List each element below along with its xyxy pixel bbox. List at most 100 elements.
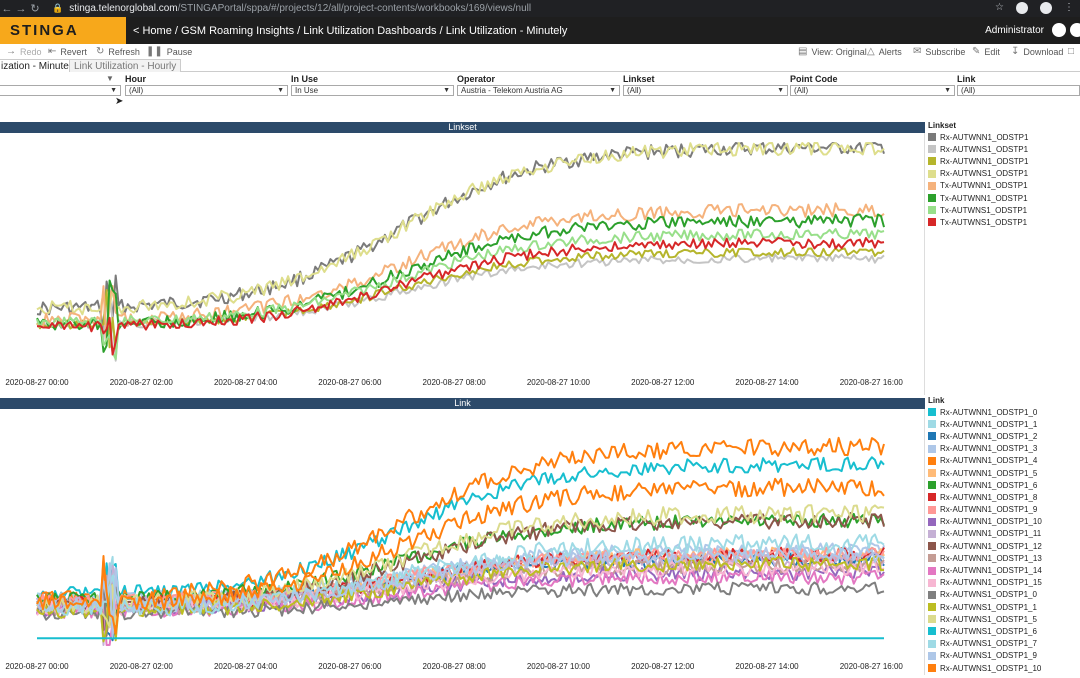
reload-icon[interactable]: ↻ xyxy=(30,3,40,15)
legend-item[interactable]: Rx-AUTWNN1_ODSTP1_3 xyxy=(928,443,1042,455)
series-line[interactable] xyxy=(36,546,885,638)
legend-item[interactable]: Rx-AUTWNN1_ODSTP1 xyxy=(928,131,1028,143)
refresh-button[interactable]: ↻ Refresh xyxy=(96,46,140,57)
mail-icon[interactable] xyxy=(1052,23,1066,37)
filter-select-0[interactable]: ▼ xyxy=(0,85,121,96)
browser-address-bar: ← → ↻ 🔒 stinga.telenorglobal.com/STINGAP… xyxy=(0,0,1080,17)
series-line[interactable] xyxy=(36,253,885,362)
x-tick-label: 2020-08-27 04:00 xyxy=(214,378,278,387)
filter-funnel-icon[interactable]: ▼ xyxy=(106,74,114,83)
legend-item[interactable]: Rx-AUTWNN1_ODSTP1_14 xyxy=(928,564,1042,576)
legend-item[interactable]: Rx-AUTWNS1_ODSTP1_6 xyxy=(928,625,1042,637)
pause-button[interactable]: ❚❚ Pause xyxy=(146,46,192,57)
legend-swatch xyxy=(928,517,936,526)
series-line[interactable] xyxy=(36,142,885,330)
series-line[interactable] xyxy=(36,142,885,337)
legend-label: Rx-AUTWNN1_ODSTP1_10 xyxy=(940,517,1042,527)
legend-item[interactable]: Rx-AUTWNN1_ODSTP1_4 xyxy=(928,455,1042,467)
legend-label: Rx-AUTWNN1_ODSTP1_12 xyxy=(940,541,1042,551)
menu-icon[interactable]: ⋮ xyxy=(1064,2,1074,13)
filter-value-in-use: In Use xyxy=(295,86,319,95)
legend-item[interactable]: Rx-AUTWNN1_ODSTP1_5 xyxy=(928,467,1042,479)
download-label: Download xyxy=(1023,46,1064,57)
legend-swatch xyxy=(928,432,936,441)
link-chart[interactable]: 2020-08-27 00:00 2020-08-27 02:00 2020-08-… xyxy=(0,409,925,675)
stinga-logo[interactable]: STINGA xyxy=(0,17,126,44)
edit-label: Edit xyxy=(984,46,1000,57)
legend-item[interactable]: Rx-AUTWNN1_ODSTP1_1 xyxy=(928,418,1042,430)
legend-item[interactable]: Rx-AUTWNS1_ODSTP1 xyxy=(928,168,1028,180)
legend-item[interactable]: Tx-AUTWNN1_ODSTP1 xyxy=(928,180,1028,192)
filter-select-in-use[interactable]: In Use ▼ xyxy=(291,85,454,96)
revert-button[interactable]: ⇤ Revert xyxy=(48,46,87,57)
pencil-icon: ✎ xyxy=(972,46,981,57)
legend-item[interactable]: Rx-AUTWNN1_ODSTP1_9 xyxy=(928,504,1042,516)
star-icon[interactable]: ☆ xyxy=(995,2,1004,13)
refresh-icon: ↻ xyxy=(96,46,105,57)
linkset-legend[interactable]: Linkset Rx-AUTWNN1_ODSTP1 Rx-AUTWNS1_ODST… xyxy=(928,121,1028,229)
tab-link-utilization-hourly[interactable]: Link Utilization - Hourly xyxy=(69,59,182,72)
link-legend[interactable]: Link Rx-AUTWNN1_ODSTP1_0 Rx-AUTWNN1_ODSTP… xyxy=(928,396,1042,674)
series-line[interactable] xyxy=(37,237,885,356)
legend-item[interactable]: Rx-AUTWNS1_ODSTP1_5 xyxy=(928,613,1042,625)
url-bar[interactable]: stinga.telenorglobal.com/STINGAPortal/sp… xyxy=(69,3,532,14)
legend-item[interactable]: Rx-AUTWNS1_ODSTP1_7 xyxy=(928,638,1042,650)
legend-swatch xyxy=(928,469,936,478)
filter-select-linkset[interactable]: (All) ▼ xyxy=(623,85,788,96)
series-line[interactable] xyxy=(36,228,885,361)
legend-item[interactable]: Rx-AUTWNS1_ODSTP1 xyxy=(928,143,1028,155)
legend-swatch xyxy=(928,566,936,575)
bell-icon: △ xyxy=(867,46,875,57)
user-avatar-icon[interactable] xyxy=(1070,23,1080,37)
legend-item[interactable]: Rx-AUTWNN1_ODSTP1 xyxy=(928,155,1028,167)
linkset-chart[interactable]: 2020-08-27 00:00 2020-08-27 02:00 2020-08-… xyxy=(0,133,925,395)
forward-icon[interactable]: → xyxy=(15,2,27,15)
x-tick-label: 2020-08-27 14:00 xyxy=(735,378,799,387)
legend-item[interactable]: Rx-AUTWNS1_ODSTP1_0 xyxy=(928,589,1042,601)
legend-item[interactable]: Rx-AUTWNN1_ODSTP1_12 xyxy=(928,540,1042,552)
legend-item[interactable]: Rx-AUTWNN1_ODSTP1_11 xyxy=(928,528,1042,540)
extension-icon[interactable] xyxy=(1016,2,1028,14)
download-button[interactable]: ↧ Download xyxy=(1011,46,1063,57)
legend-item[interactable]: Tx-AUTWNS1_ODSTP1 xyxy=(928,204,1028,216)
legend-label: Tx-AUTWNS1_ODSTP1 xyxy=(940,205,1028,215)
legend-item[interactable]: Rx-AUTWNN1_ODSTP1_2 xyxy=(928,430,1042,442)
chevron-down-icon: ▼ xyxy=(443,87,450,94)
user-name[interactable]: Administrator xyxy=(985,25,1044,36)
legend-item[interactable]: Rx-AUTWNN1_ODSTP1_13 xyxy=(928,552,1042,564)
breadcrumb[interactable]: < Home / GSM Roaming Insights / Link Uti… xyxy=(133,25,568,37)
subscribe-button[interactable]: ✉ Subscribe xyxy=(913,46,965,57)
alerts-button[interactable]: △ Alerts xyxy=(867,46,902,57)
series-line[interactable] xyxy=(36,247,885,350)
download-icon: ↧ xyxy=(1011,46,1020,57)
profile-avatar-icon[interactable] xyxy=(1040,2,1052,14)
fullscreen-button[interactable]: □ xyxy=(1068,46,1074,57)
legend-item[interactable]: Tx-AUTWNN1_ODSTP1 xyxy=(928,192,1028,204)
series-line[interactable] xyxy=(36,581,885,637)
legend-item[interactable]: Rx-AUTWNS1_ODSTP1_10 xyxy=(928,662,1042,674)
series-line[interactable] xyxy=(36,213,885,353)
filter-select-hour[interactable]: (All) ▼ xyxy=(125,85,288,96)
filter-label-point-code: Point Code xyxy=(790,74,838,84)
legend-label: Rx-AUTWNN1_ODSTP1_6 xyxy=(940,480,1038,490)
x-tick-label: 2020-08-27 02:00 xyxy=(110,662,174,671)
legend-item[interactable]: Rx-AUTWNS1_ODSTP1_1 xyxy=(928,601,1042,613)
edit-button[interactable]: ✎ Edit xyxy=(972,46,1000,57)
view-original-button[interactable]: ▤ View: Original xyxy=(798,46,867,57)
redo-button[interactable]: → Redo xyxy=(6,46,42,57)
legend-item[interactable]: Rx-AUTWNN1_ODSTP1_15 xyxy=(928,577,1042,589)
legend-item[interactable]: Tx-AUTWNS1_ODSTP1 xyxy=(928,216,1028,228)
filter-select-point-code[interactable]: (All) ▼ xyxy=(790,85,955,96)
legend-item[interactable]: Rx-AUTWNN1_ODSTP1_8 xyxy=(928,491,1042,503)
filter-select-link[interactable]: (All) xyxy=(957,85,1080,96)
legend-item[interactable]: Rx-AUTWNS1_ODSTP1_9 xyxy=(928,650,1042,662)
back-icon[interactable]: ← xyxy=(1,2,13,15)
filter-select-operator[interactable]: Austria - Telekom Austria AG ▼ xyxy=(457,85,620,96)
legend-item[interactable]: Rx-AUTWNN1_ODSTP1_0 xyxy=(928,406,1042,418)
legend-item[interactable]: Rx-AUTWNN1_ODSTP1_6 xyxy=(928,479,1042,491)
legend-item[interactable]: Rx-AUTWNN1_ODSTP1_10 xyxy=(928,516,1042,528)
legend-label: Rx-AUTWNN1_ODSTP1_0 xyxy=(940,407,1038,417)
legend-label: Tx-AUTWNN1_ODSTP1 xyxy=(940,181,1028,191)
x-tick-label: 2020-08-27 10:00 xyxy=(527,378,591,387)
series-line[interactable] xyxy=(36,477,885,635)
